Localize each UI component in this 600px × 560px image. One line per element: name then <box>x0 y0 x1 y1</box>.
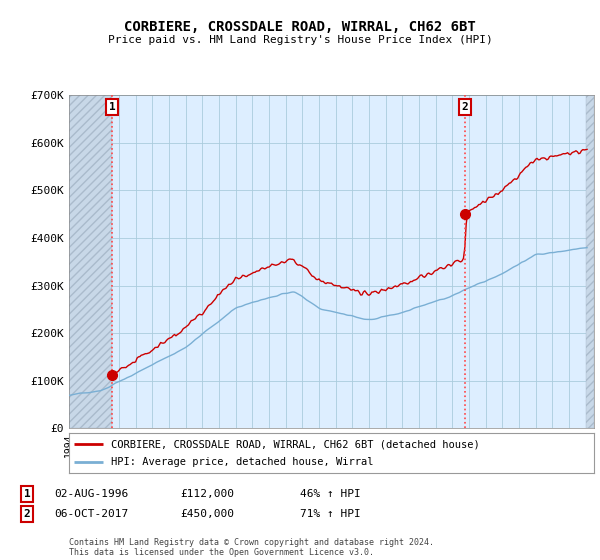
Text: £450,000: £450,000 <box>180 509 234 519</box>
Text: Contains HM Land Registry data © Crown copyright and database right 2024.
This d: Contains HM Land Registry data © Crown c… <box>69 538 434 557</box>
Text: 02-AUG-1996: 02-AUG-1996 <box>54 489 128 499</box>
Text: 46% ↑ HPI: 46% ↑ HPI <box>300 489 361 499</box>
Text: 1: 1 <box>109 102 115 112</box>
Text: CORBIERE, CROSSDALE ROAD, WIRRAL, CH62 6BT: CORBIERE, CROSSDALE ROAD, WIRRAL, CH62 6… <box>124 20 476 34</box>
Text: CORBIERE, CROSSDALE ROAD, WIRRAL, CH62 6BT (detached house): CORBIERE, CROSSDALE ROAD, WIRRAL, CH62 6… <box>111 439 480 449</box>
Text: £112,000: £112,000 <box>180 489 234 499</box>
Text: 2: 2 <box>461 102 468 112</box>
Text: HPI: Average price, detached house, Wirral: HPI: Average price, detached house, Wirr… <box>111 457 373 467</box>
Text: Price paid vs. HM Land Registry's House Price Index (HPI): Price paid vs. HM Land Registry's House … <box>107 35 493 45</box>
Bar <box>69 95 112 428</box>
Bar <box>586 95 594 428</box>
Text: 1: 1 <box>23 489 31 499</box>
Text: 06-OCT-2017: 06-OCT-2017 <box>54 509 128 519</box>
Text: 2: 2 <box>23 509 31 519</box>
Text: 71% ↑ HPI: 71% ↑ HPI <box>300 509 361 519</box>
